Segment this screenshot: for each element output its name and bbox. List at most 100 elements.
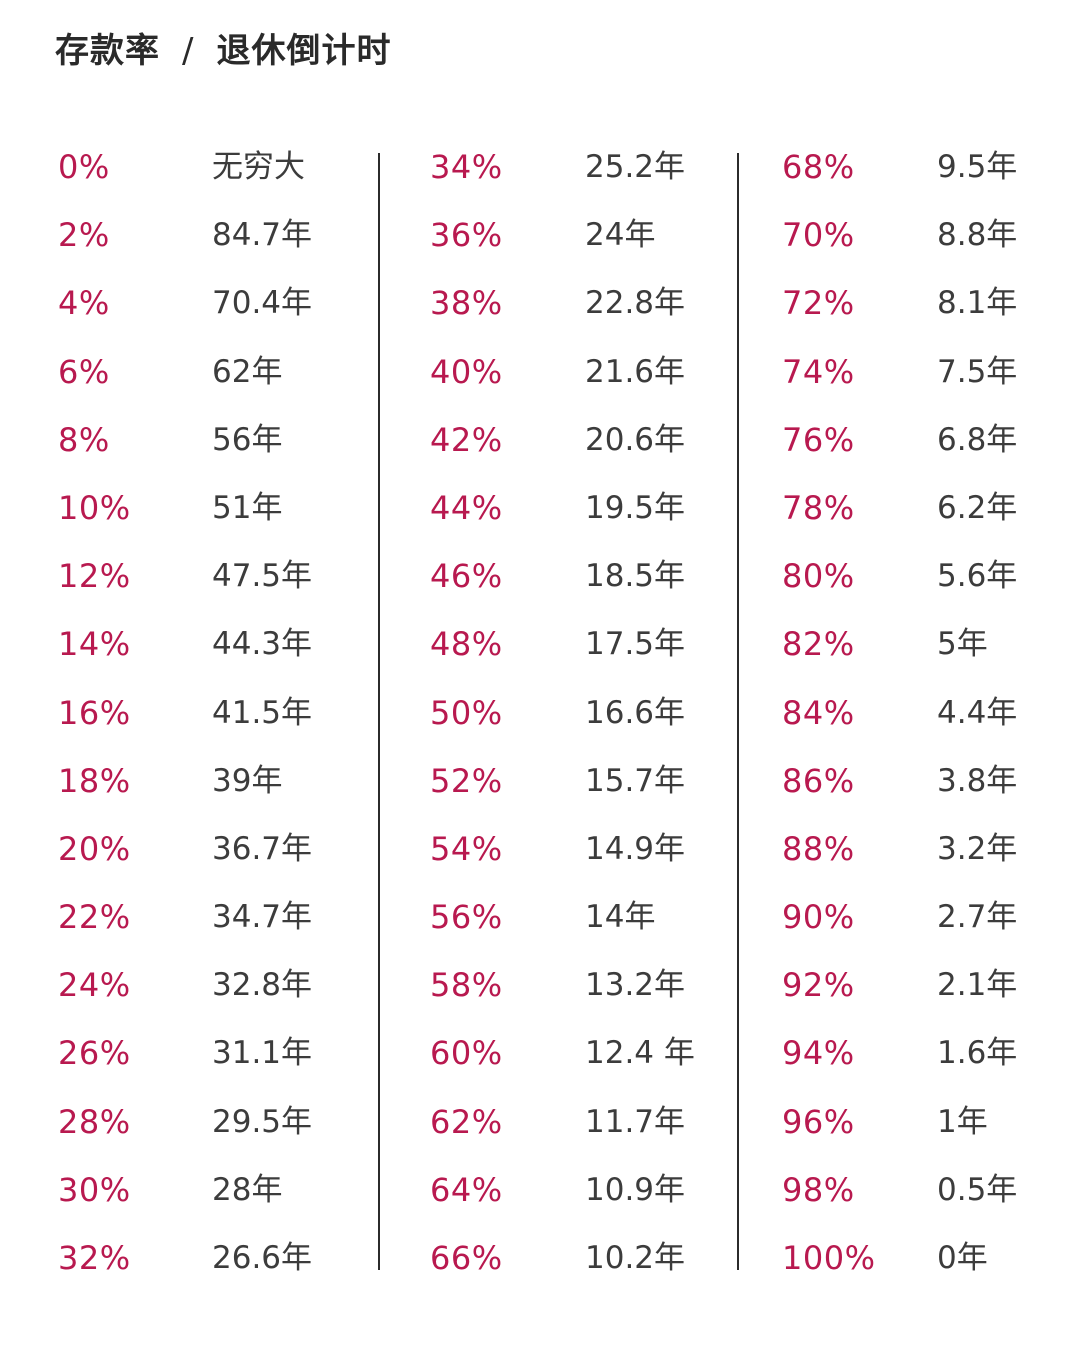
savings-rate-value: 96% (782, 1102, 855, 1141)
years-to-retirement-value: 39年 (212, 762, 283, 799)
years-to-retirement-value: 2.7年 (937, 899, 1018, 936)
savings-rate-value: 16% (58, 693, 131, 732)
years-to-retirement-value: 62年 (212, 353, 283, 390)
years-to-retirement-value: 56年 (212, 421, 283, 458)
savings-rate-value: 78% (782, 488, 855, 527)
savings-rate-value: 22% (58, 898, 131, 937)
savings-rate-value: 12% (58, 557, 131, 596)
savings-rate-value: 6% (58, 352, 110, 391)
savings-rate-value: 34% (430, 148, 503, 186)
years-to-retirement-value: 1.6年 (937, 1035, 1018, 1072)
savings-rate-value: 94% (782, 1034, 855, 1073)
savings-rate-value: 14% (58, 625, 131, 664)
savings-rate-value: 46% (430, 557, 503, 596)
savings-rate-value: 2% (58, 216, 110, 255)
years-to-retirement-value: 28年 (212, 1171, 283, 1208)
savings-rate-value: 10% (58, 488, 131, 527)
savings-rate-value: 18% (58, 761, 131, 800)
years-to-retirement-value: 84.7年 (212, 217, 313, 254)
savings-rate-value: 50% (430, 693, 503, 732)
years-to-retirement-value: 0.5年 (937, 1171, 1018, 1208)
savings-rate-value: 68% (782, 148, 855, 186)
years-to-retirement-value: 6.2年 (937, 489, 1018, 526)
years-to-retirement-value: 20.6年 (585, 421, 686, 458)
savings-rate-value: 72% (782, 284, 855, 323)
savings-rate-value: 36% (430, 216, 503, 255)
years-to-retirement-value: 4.4年 (937, 694, 1018, 731)
years-to-retirement-value: 14.9年 (585, 830, 686, 867)
years-to-retirement-value: 44.3年 (212, 626, 313, 663)
years-to-retirement-value: 36.7年 (212, 830, 313, 867)
savings-rate-value: 44% (430, 488, 503, 527)
years-to-retirement-value: 18.5年 (585, 558, 686, 595)
years-to-retirement-value: 8.1年 (937, 285, 1018, 322)
savings-rate-value: 88% (782, 829, 855, 868)
savings-rate-value: 90% (782, 898, 855, 937)
savings-rate-value: 48% (430, 625, 503, 664)
years-to-retirement-value: 15.7年 (585, 762, 686, 799)
savings-rate-value: 4% (58, 284, 110, 323)
years-to-retirement-value: 7.5年 (937, 353, 1018, 390)
years-to-retirement-value: 10.9年 (585, 1171, 686, 1208)
title-separator: / (182, 31, 195, 71)
years-to-retirement-value: 26.6年 (212, 1240, 313, 1276)
savings-rate-value: 42% (430, 420, 503, 459)
savings-rate-value: 60% (430, 1034, 503, 1073)
years-to-retirement-value: 6.8年 (937, 421, 1018, 458)
years-to-retirement-value: 0年 (937, 1240, 988, 1276)
years-to-retirement-value: 19.5年 (585, 489, 686, 526)
savings-rate-value: 64% (430, 1170, 503, 1209)
years-to-retirement-value: 29.5年 (212, 1103, 313, 1140)
savings-rate-value: 86% (782, 761, 855, 800)
savings-rate-value: 40% (430, 352, 503, 391)
years-to-retirement-value: 24年 (585, 217, 656, 254)
savings-rate-value: 32% (58, 1239, 131, 1277)
years-to-retirement-value: 32.8年 (212, 967, 313, 1004)
savings-rate-value: 80% (782, 557, 855, 596)
savings-rate-value: 52% (430, 761, 503, 800)
years-to-retirement-value: 25.2年 (585, 149, 686, 185)
column-divider-2 (737, 153, 739, 1270)
title-retirement-countdown: 退休倒计时 (216, 31, 392, 71)
savings-rate-value: 62% (430, 1102, 503, 1141)
years-to-retirement-value: 5年 (937, 626, 988, 663)
years-to-retirement-value: 22.8年 (585, 285, 686, 322)
savings-rate-value: 54% (430, 829, 503, 868)
page-title: 存款率 / 退休倒计时 (55, 28, 391, 74)
savings-rate-value: 0% (58, 148, 110, 186)
years-to-retirement-value: 2.1年 (937, 967, 1018, 1004)
column-divider-1 (378, 153, 380, 1270)
title-savings-rate: 存款率 (55, 31, 160, 71)
years-to-retirement-value: 11.7年 (585, 1103, 686, 1140)
years-to-retirement-value: 70.4年 (212, 285, 313, 322)
years-to-retirement-value: 16.6年 (585, 694, 686, 731)
savings-rate-value: 58% (430, 966, 503, 1005)
years-to-retirement-value: 3.8年 (937, 762, 1018, 799)
years-to-retirement-value: 17.5年 (585, 626, 686, 663)
savings-rate-value: 28% (58, 1102, 131, 1141)
savings-rate-value: 30% (58, 1170, 131, 1209)
years-to-retirement-value: 1年 (937, 1103, 988, 1140)
years-to-retirement-value: 41.5年 (212, 694, 313, 731)
years-to-retirement-value: 51年 (212, 489, 283, 526)
years-to-retirement-value: 14年 (585, 899, 656, 936)
years-to-retirement-value: 10.2年 (585, 1240, 686, 1276)
savings-rate-value: 8% (58, 420, 110, 459)
savings-rate-value: 100% (782, 1239, 876, 1277)
savings-rate-value: 38% (430, 284, 503, 323)
savings-rate-value: 92% (782, 966, 855, 1005)
years-to-retirement-value: 5.6年 (937, 558, 1018, 595)
savings-rate-value: 98% (782, 1170, 855, 1209)
years-to-retirement-value: 3.2年 (937, 830, 1018, 867)
savings-rate-value: 70% (782, 216, 855, 255)
savings-rate-value: 66% (430, 1239, 503, 1277)
years-to-retirement-value: 13.2年 (585, 967, 686, 1004)
years-to-retirement-value: 47.5年 (212, 558, 313, 595)
years-to-retirement-value: 9.5年 (937, 149, 1018, 185)
savings-rate-value: 56% (430, 898, 503, 937)
years-to-retirement-value: 无穷大 (212, 149, 305, 185)
years-to-retirement-value: 34.7年 (212, 899, 313, 936)
savings-rate-value: 84% (782, 693, 855, 732)
years-to-retirement-value: 8.8年 (937, 217, 1018, 254)
savings-rate-value: 24% (58, 966, 131, 1005)
